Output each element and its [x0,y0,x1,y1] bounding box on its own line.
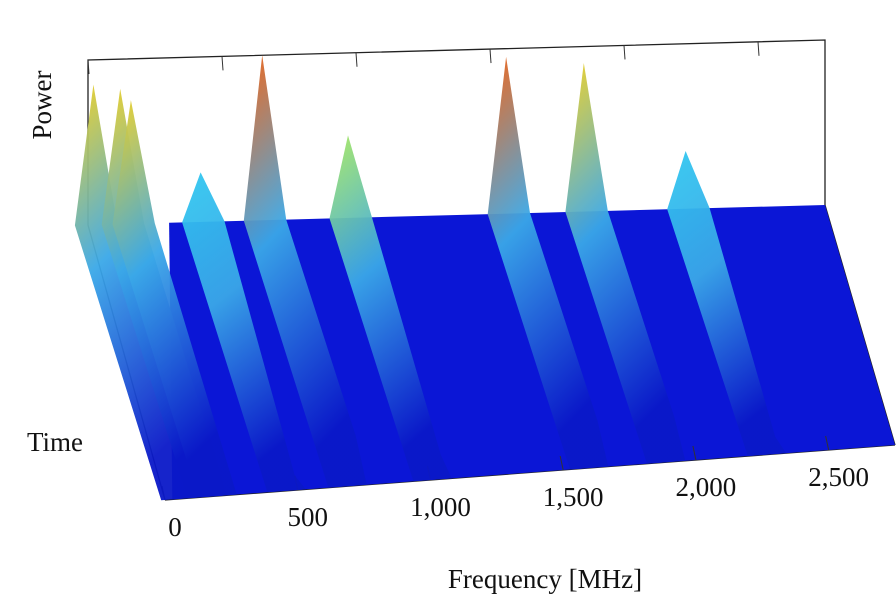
surface-ridge [329,135,452,482]
x-tick [623,45,626,60]
y-axis-label: Time [27,427,83,457]
x-tick [489,49,492,64]
surface-ridge [243,55,367,488]
x-tick-label: 2,000 [676,472,737,502]
surface-ridge [487,56,609,470]
x-tick-label: 0 [168,512,182,542]
surface-ridge [565,63,686,464]
x-tick [559,455,564,471]
x-tick [355,52,358,67]
surface-ridge [182,172,306,493]
x-tick-label: 1,000 [410,492,471,522]
x-tick [757,41,760,56]
x-tick-label: 500 [287,502,328,532]
x-tick [221,56,224,71]
z-axis-label: Power [27,71,57,140]
surface-ridge [667,151,787,457]
x-tick-label: 1,500 [543,482,604,512]
x-tick-label: 2,500 [808,462,869,492]
surface-ridge [112,100,237,498]
x-tick [87,59,90,75]
x-tick [825,435,830,451]
x-axis-label: Frequency [MHz] [448,564,642,594]
x-tick [692,445,697,461]
